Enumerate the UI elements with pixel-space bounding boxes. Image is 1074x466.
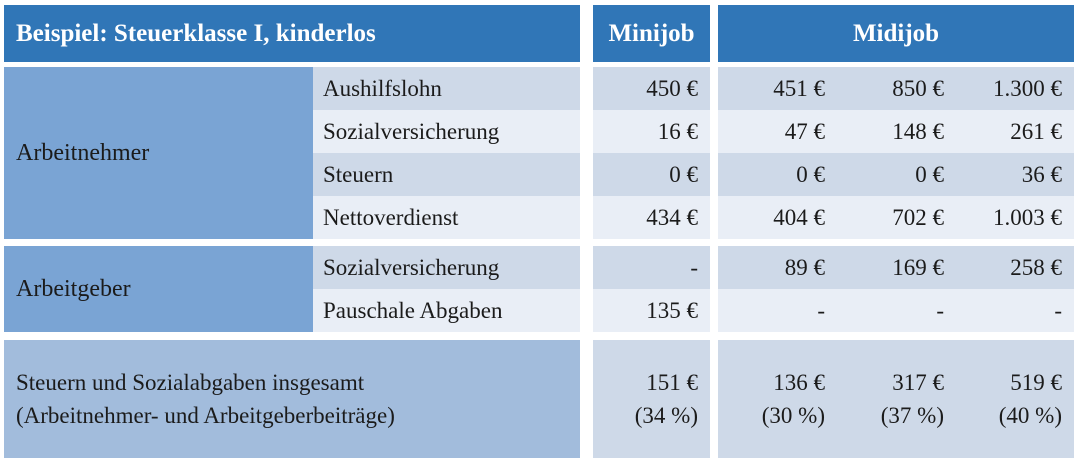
cell-value: - — [718, 289, 837, 332]
cell-value: 0 € — [718, 153, 837, 196]
cell-value: - — [956, 289, 1074, 332]
cell-value: 404 € — [718, 196, 837, 239]
cell-value: 1.300 € — [956, 67, 1074, 110]
cell-value: 850 € — [837, 67, 956, 110]
cell-value: 434 € — [593, 196, 710, 239]
footer-total-midijob-3: 519 € (40 %) — [956, 340, 1074, 458]
footer-amount: 519 € — [1010, 369, 1062, 395]
footer-amount: 317 € — [892, 369, 944, 395]
footer-total-label: Steuern und Sozialabgaben insgesamt (Arb… — [4, 340, 580, 458]
footer-total-midijob-2: 317 € (37 %) — [837, 340, 956, 458]
cell-value: 702 € — [837, 196, 956, 239]
cell-value: 135 € — [593, 289, 710, 332]
row-label-steuern: Steuern — [313, 153, 580, 196]
cell-value: 36 € — [956, 153, 1074, 196]
column-header-minijob: Minijob — [593, 5, 710, 62]
cell-value: 16 € — [593, 110, 710, 153]
cell-value: 148 € — [837, 110, 956, 153]
row-label-nettoverdienst: Nettoverdienst — [313, 196, 580, 239]
cell-value: 0 € — [593, 153, 710, 196]
footer-total-label-line1: Steuern und Sozialabgaben insgesamt — [16, 369, 365, 395]
cell-value: 169 € — [837, 246, 956, 289]
footer-total-minijob: 151 € (34 %) — [593, 340, 710, 458]
cell-value: - — [593, 246, 710, 289]
cell-value: 451 € — [718, 67, 837, 110]
cell-value: - — [837, 289, 956, 332]
column-header-midijob: Midijob — [718, 5, 1074, 62]
cell-value: 450 € — [593, 67, 710, 110]
cell-value: 258 € — [956, 246, 1074, 289]
section-label-arbeitgeber: Arbeitgeber — [4, 246, 313, 332]
footer-amount: 151 € — [646, 369, 698, 395]
row-label-aushilfslohn: Aushilfslohn — [313, 67, 580, 110]
footer-percent: (37 %) — [880, 403, 944, 428]
cell-value: 0 € — [837, 153, 956, 196]
footer-total-midijob-1: 136 € (30 %) — [718, 340, 837, 458]
footer-total-label-line2: (Arbeitnehmer- und Arbeitgeberbeiträge) — [16, 403, 395, 428]
cell-value: 261 € — [956, 110, 1074, 153]
footer-percent: (34 %) — [634, 403, 698, 428]
row-label-sozialversicherung-an: Sozialversicherung — [313, 110, 580, 153]
row-label-pauschale-abgaben: Pauschale Abgaben — [313, 289, 580, 332]
footer-percent: (40 %) — [998, 403, 1062, 428]
cell-value: 89 € — [718, 246, 837, 289]
section-label-arbeitnehmer: Arbeitnehmer — [4, 67, 313, 239]
footer-amount: 136 € — [773, 369, 825, 395]
footer-percent: (30 %) — [761, 403, 825, 428]
table-title: Beispiel: Steuerklasse I, kinderlos — [4, 5, 580, 62]
row-label-sozialversicherung-ag: Sozialversicherung — [313, 246, 580, 289]
cell-value: 1.003 € — [956, 196, 1074, 239]
cell-value: 47 € — [718, 110, 837, 153]
